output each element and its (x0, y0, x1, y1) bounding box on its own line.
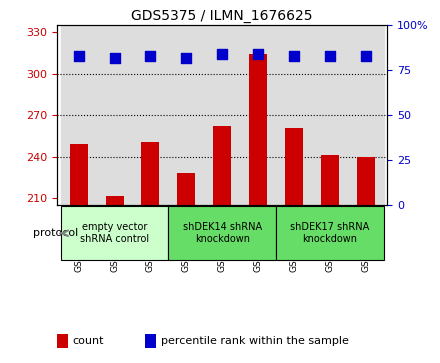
Point (75, 53, 82, 59)
Bar (276, 206, 384, 260)
Point (219, 51, 226, 57)
Bar (312, 25, 348, 205)
Bar (240, 25, 276, 205)
Bar (61, 206, 169, 260)
Point (111, 55, 118, 61)
Point (183, 55, 190, 61)
Bar (249, 54, 267, 205)
Bar (106, 196, 124, 205)
Text: shDEK17 shRNA
knockdown: shDEK17 shRNA knockdown (290, 223, 370, 244)
Bar (276, 25, 312, 205)
Point (255, 51, 262, 57)
Text: percentile rank within the sample: percentile rank within the sample (161, 336, 348, 346)
Bar (357, 157, 374, 205)
Bar (61, 25, 97, 205)
Text: shDEK14 shRNA
knockdown: shDEK14 shRNA knockdown (183, 223, 262, 244)
Bar (213, 126, 231, 205)
Bar (132, 25, 169, 205)
Point (147, 53, 154, 59)
Bar (285, 128, 303, 205)
Point (362, 53, 369, 59)
Point (326, 53, 334, 59)
Text: count: count (73, 336, 104, 346)
Bar (169, 206, 276, 260)
Text: empty vector
shRNA control: empty vector shRNA control (80, 223, 149, 244)
Text: protocol: protocol (33, 228, 78, 238)
Point (290, 53, 297, 59)
Title: GDS5375 / ILMN_1676625: GDS5375 / ILMN_1676625 (132, 9, 313, 23)
Bar (204, 25, 240, 205)
Bar (142, 142, 159, 205)
Bar (169, 25, 204, 205)
Bar (70, 144, 88, 205)
Bar (97, 25, 132, 205)
Bar (348, 25, 384, 205)
Bar (177, 174, 195, 205)
Bar (321, 155, 339, 205)
